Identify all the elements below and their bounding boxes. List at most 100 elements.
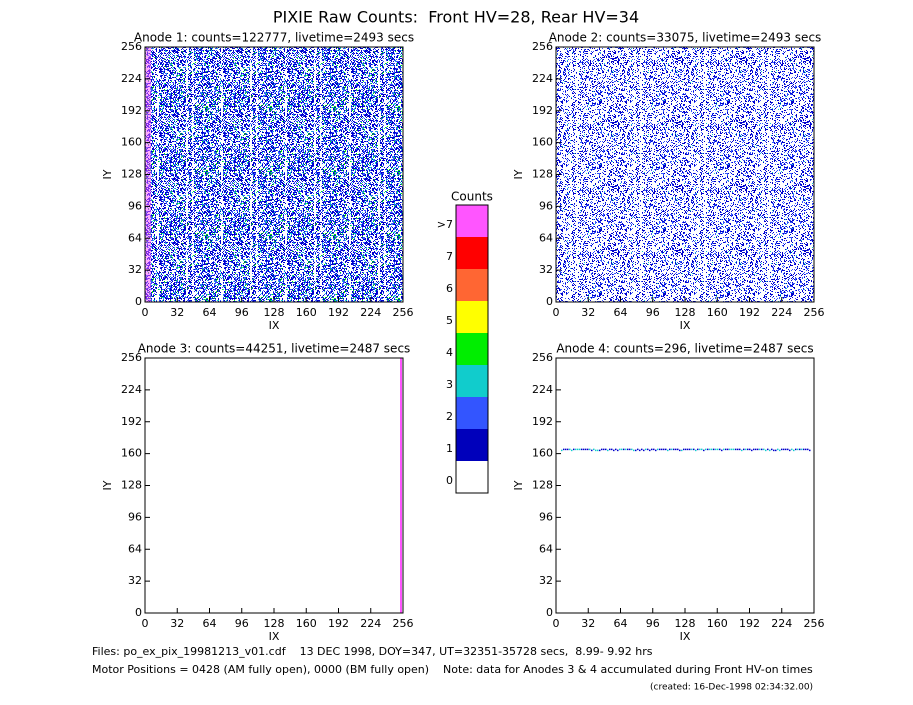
y-tick-label: 0 <box>135 606 142 619</box>
row-dot <box>791 448 793 451</box>
row-dot <box>717 448 719 451</box>
row-dot <box>621 448 623 451</box>
colorbar-label: 6 <box>446 282 453 295</box>
row-dot <box>595 449 597 452</box>
x-tick-label: 96 <box>235 617 249 630</box>
colorbar-label: >7 <box>437 218 453 231</box>
row-dot <box>711 448 713 451</box>
y-tick-label: 160 <box>532 447 553 460</box>
x-tick-label: 64 <box>614 617 628 630</box>
row-dot <box>701 448 703 451</box>
row-dot <box>753 448 755 451</box>
row-dot <box>573 448 575 451</box>
row-dot <box>667 449 669 452</box>
row-dot <box>609 448 611 451</box>
row-dot <box>615 448 617 451</box>
colorbar-swatch <box>456 461 488 493</box>
x-tick-label: 224 <box>771 306 792 319</box>
colorbar-swatch <box>456 365 488 397</box>
row-dot <box>673 448 675 451</box>
row-dot <box>691 448 693 451</box>
row-dot <box>675 448 677 451</box>
row-dot <box>757 448 759 451</box>
row-dot <box>607 449 609 452</box>
x-tick-label: 224 <box>771 617 792 630</box>
row-dot <box>577 448 579 451</box>
row-dot <box>565 448 567 451</box>
x-tick-label: 32 <box>170 617 184 630</box>
row-dot <box>693 448 695 451</box>
y-tick-label: 224 <box>121 383 142 396</box>
row-dot <box>715 448 717 451</box>
row-dot <box>587 448 589 451</box>
panel-title: Anode 4: counts=296, livetime=2487 secs <box>556 342 813 356</box>
colorbar-label: 7 <box>446 250 453 263</box>
row-dot <box>579 448 581 451</box>
y-axis-label: IY <box>101 169 114 179</box>
row-dot <box>697 448 699 451</box>
y-tick-label: 160 <box>121 136 142 149</box>
row-dot <box>713 448 715 451</box>
y-tick-label: 128 <box>532 168 553 181</box>
row-dot <box>617 449 619 452</box>
row-dot <box>803 448 805 451</box>
colorbar-label: 1 <box>446 442 453 455</box>
row-dot <box>567 448 569 451</box>
row-dot <box>633 449 635 452</box>
row-dot <box>647 448 649 451</box>
y-tick-label: 96 <box>539 510 553 523</box>
row-dot <box>781 448 783 451</box>
x-tick-label: 224 <box>360 306 381 319</box>
row-dot <box>785 448 787 451</box>
x-tick-label: 32 <box>170 306 184 319</box>
row-dot <box>779 449 781 452</box>
x-tick-label: 224 <box>360 617 381 630</box>
y-tick-label: 224 <box>532 72 553 85</box>
x-tick-label: 64 <box>203 617 217 630</box>
x-tick-label: 192 <box>739 617 760 630</box>
row-dot <box>769 449 771 452</box>
y-tick-label: 0 <box>135 295 142 308</box>
row-dot <box>771 448 773 451</box>
plot-frame <box>144 357 404 614</box>
y-tick-label: 128 <box>121 479 142 492</box>
row-dot <box>685 448 687 451</box>
panel-title: Anode 1: counts=122777, livetime=2493 se… <box>134 31 414 45</box>
x-tick-label: 192 <box>739 306 760 319</box>
row-dot <box>807 448 809 451</box>
x-tick-label: 32 <box>581 617 595 630</box>
row-dot <box>695 449 697 452</box>
row-dot <box>653 448 655 451</box>
row-dot <box>735 448 737 451</box>
count-texture <box>556 47 814 302</box>
row-dot <box>707 448 709 451</box>
row-dot <box>755 448 757 451</box>
row-dot <box>719 448 721 451</box>
colorbar-swatch <box>456 301 488 333</box>
y-tick-label: 256 <box>121 40 142 53</box>
row-dot <box>789 449 791 452</box>
x-tick-label: 96 <box>646 306 660 319</box>
row-dot <box>683 448 685 451</box>
row-dot <box>661 448 663 451</box>
row-dot <box>665 448 667 451</box>
row-dot <box>795 448 797 451</box>
x-tick-label: 256 <box>393 617 414 630</box>
row-dot <box>737 448 739 451</box>
row-dot <box>601 448 603 451</box>
footer-files: Files: po_ex_pix_19981213_v01.cdf 13 DEC… <box>92 645 653 658</box>
row-dot <box>689 448 691 451</box>
panel-title: Anode 2: counts=33075, livetime=2493 sec… <box>549 31 822 45</box>
row-dot <box>613 449 615 452</box>
colorbar-swatch <box>456 397 488 429</box>
row-dot <box>705 448 707 451</box>
panel-title: Anode 3: counts=44251, livetime=2487 sec… <box>138 342 411 356</box>
row-dot <box>561 449 563 452</box>
y-axis-label: IY <box>512 169 525 179</box>
x-tick-label: 160 <box>296 306 317 319</box>
row-dot <box>721 449 723 452</box>
y-tick-label: 96 <box>128 199 142 212</box>
y-tick-label: 32 <box>128 574 142 587</box>
y-tick-label: 192 <box>121 415 142 428</box>
y-tick-label: 0 <box>546 606 553 619</box>
